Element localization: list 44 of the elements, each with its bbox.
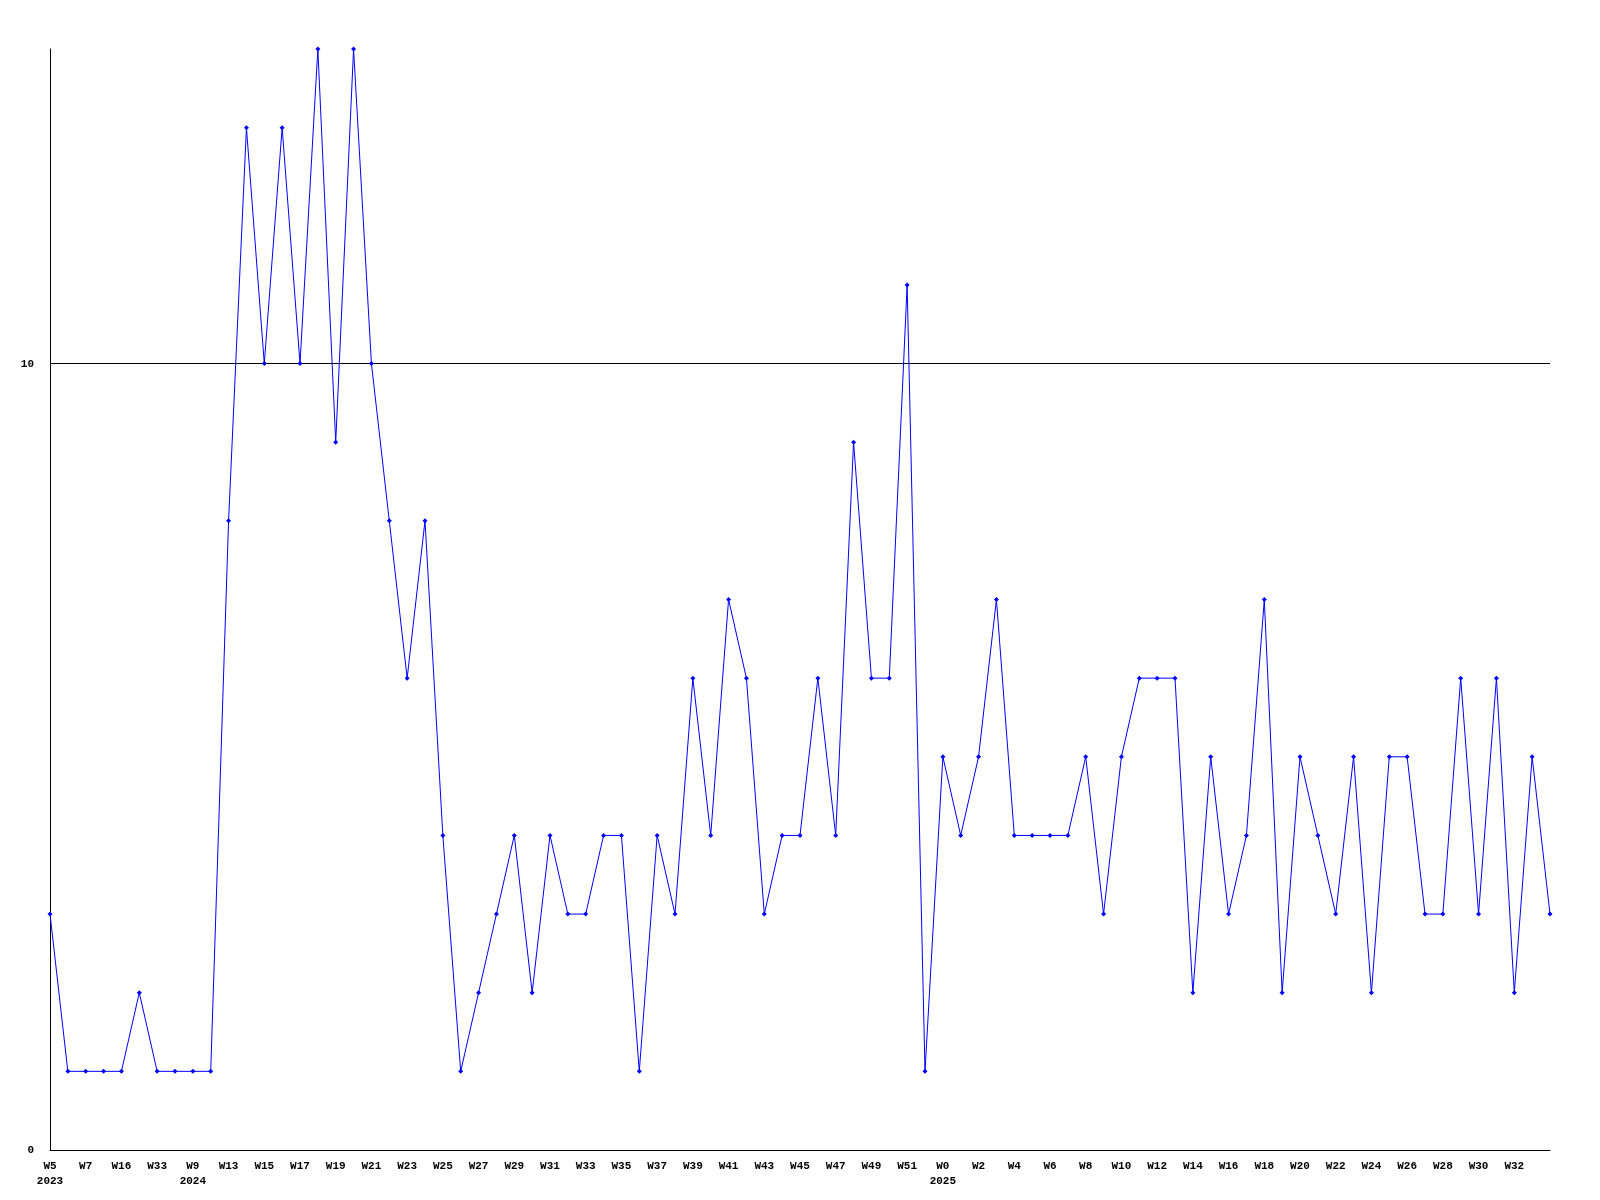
x-tick-label: W37 xyxy=(647,1159,668,1172)
x-tick-label: W35 xyxy=(611,1159,632,1172)
x-tick-label: W51 xyxy=(897,1159,918,1172)
x-tick-label: W15 xyxy=(254,1159,275,1172)
x-tick-label: W17 xyxy=(290,1159,310,1172)
x-tick-label: W13 xyxy=(218,1159,239,1172)
y-tick-label: 10 xyxy=(20,357,34,370)
x-tick-label: W5 2023 xyxy=(36,1159,64,1187)
x-tick-label: W47 xyxy=(825,1159,846,1172)
x-tick-label: W22 xyxy=(1325,1159,1346,1172)
x-tick-label: W45 xyxy=(790,1159,811,1172)
x-tick-label: W25 xyxy=(432,1159,454,1172)
x-tick-label: W31 xyxy=(540,1159,561,1172)
x-tick-label: W20 xyxy=(1290,1159,1310,1172)
x-tick-label: W16 xyxy=(1218,1159,1239,1172)
x-tick-label: W12 xyxy=(1147,1159,1168,1172)
x-tick-label: W39 xyxy=(682,1159,703,1172)
x-tick-label: W43 xyxy=(754,1159,775,1172)
x-tick-label: W8 xyxy=(1079,1159,1093,1172)
x-tick-label: W4 xyxy=(1007,1159,1022,1172)
x-tick-label: W28 xyxy=(1432,1159,1454,1172)
x-tick-label: W2 xyxy=(971,1159,986,1172)
x-tick-label: W24 xyxy=(1361,1159,1382,1172)
x-tick-label: W41 xyxy=(718,1159,739,1172)
x-tick-label: W32 xyxy=(1504,1159,1525,1172)
x-tick-label: W27 xyxy=(468,1159,489,1172)
x-tick-label: W9 2024 xyxy=(179,1159,207,1187)
x-tick-label: W33 xyxy=(147,1159,168,1172)
x-tick-label: W33 xyxy=(575,1159,597,1172)
x-tick-label: W21 xyxy=(361,1159,382,1172)
x-tick-label: W26 xyxy=(1397,1159,1418,1172)
x-tick-label: W18 xyxy=(1254,1159,1275,1172)
x-tick-label: W49 xyxy=(861,1159,882,1172)
x-tick-label: W7 xyxy=(79,1159,93,1172)
x-tick-label: W6 xyxy=(1043,1159,1057,1172)
x-tick-label: W29 xyxy=(504,1159,525,1172)
y-tick-label: 0 xyxy=(27,1144,34,1156)
x-tick-label: W19 xyxy=(325,1159,346,1172)
x-tick-label: W10 xyxy=(1111,1159,1132,1172)
x-tick-label: W14 xyxy=(1182,1159,1204,1172)
x-tick-label: W16 xyxy=(111,1159,132,1172)
x-tick-label: W23 xyxy=(397,1159,418,1172)
x-tick-label: W0 2025 xyxy=(929,1159,957,1187)
x-tick-label: W30 xyxy=(1468,1159,1489,1172)
